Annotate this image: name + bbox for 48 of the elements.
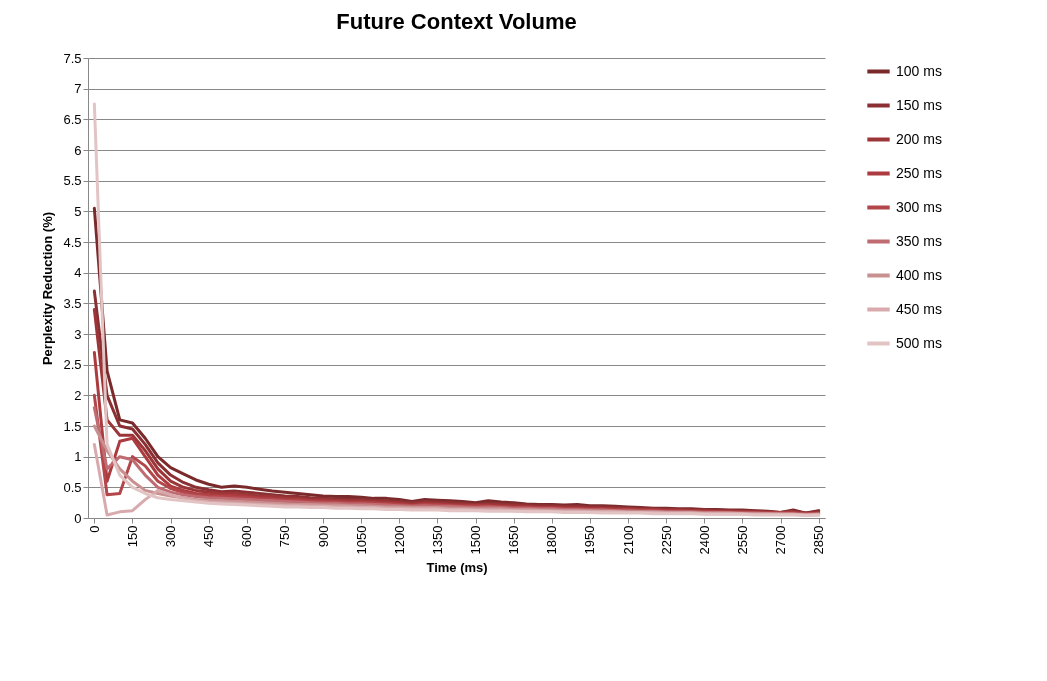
x-tick-label: 600 xyxy=(239,525,255,548)
y-tick-label: 1.5 xyxy=(63,418,82,434)
chart-title: Future Context Volume xyxy=(336,9,577,34)
legend-label: 350 ms xyxy=(896,232,942,249)
x-tick-label: 900 xyxy=(315,525,331,548)
x-tick-label: 2400 xyxy=(696,525,712,555)
x-tick-label: 300 xyxy=(163,525,179,548)
x-tick-label: 1350 xyxy=(429,525,445,555)
y-tick-label: 5 xyxy=(74,203,82,219)
x-tick-label: 1800 xyxy=(544,525,560,555)
y-tick-label: 0.5 xyxy=(63,479,82,495)
y-tick-label: 0 xyxy=(74,510,82,526)
x-tick-label: 450 xyxy=(201,525,217,548)
legend-label: 100 ms xyxy=(896,62,942,79)
y-tick-label: 5.5 xyxy=(63,173,82,189)
x-tick-label: 150 xyxy=(124,525,140,548)
x-tick-label: 1650 xyxy=(506,525,522,555)
x-tick-label: 1050 xyxy=(353,525,369,555)
legend-label: 300 ms xyxy=(896,198,942,215)
x-tick-label: 1200 xyxy=(391,525,407,555)
y-tick-label: 2 xyxy=(74,387,82,403)
y-axis-title: Perplexity Reduction (%) xyxy=(40,211,56,366)
legend-label: 200 ms xyxy=(896,130,942,147)
y-tick-label: 2.5 xyxy=(63,357,82,373)
y-tick-label: 3.5 xyxy=(63,295,82,311)
x-tick-label: 2700 xyxy=(773,525,789,555)
x-tick-label: 1950 xyxy=(582,525,598,555)
y-tick-label: 1 xyxy=(74,449,82,465)
y-tick-label: 3 xyxy=(74,326,82,342)
y-tick-label: 7.5 xyxy=(63,50,82,66)
x-tick-label: 2550 xyxy=(734,525,750,555)
legend-label: 500 ms xyxy=(896,334,942,351)
x-tick-label: 2850 xyxy=(811,525,827,555)
y-tick-label: 4 xyxy=(74,265,82,281)
x-tick-label: 750 xyxy=(277,525,293,548)
y-tick-label: 6.5 xyxy=(63,111,82,127)
legend-label: 450 ms xyxy=(896,300,942,317)
x-tick-label: 1500 xyxy=(468,525,484,555)
y-tick-label: 4.5 xyxy=(63,234,82,250)
x-tick-label: 2100 xyxy=(620,525,636,555)
x-tick-label: 0 xyxy=(86,525,102,533)
legend-label: 400 ms xyxy=(896,266,942,283)
y-tick-label: 7 xyxy=(74,81,82,97)
x-axis-title: Time (ms) xyxy=(426,560,488,576)
legend-label: 250 ms xyxy=(896,164,942,181)
y-tick-label: 6 xyxy=(74,142,82,158)
legend-label: 150 ms xyxy=(896,96,942,113)
x-tick-label: 2250 xyxy=(658,525,674,555)
